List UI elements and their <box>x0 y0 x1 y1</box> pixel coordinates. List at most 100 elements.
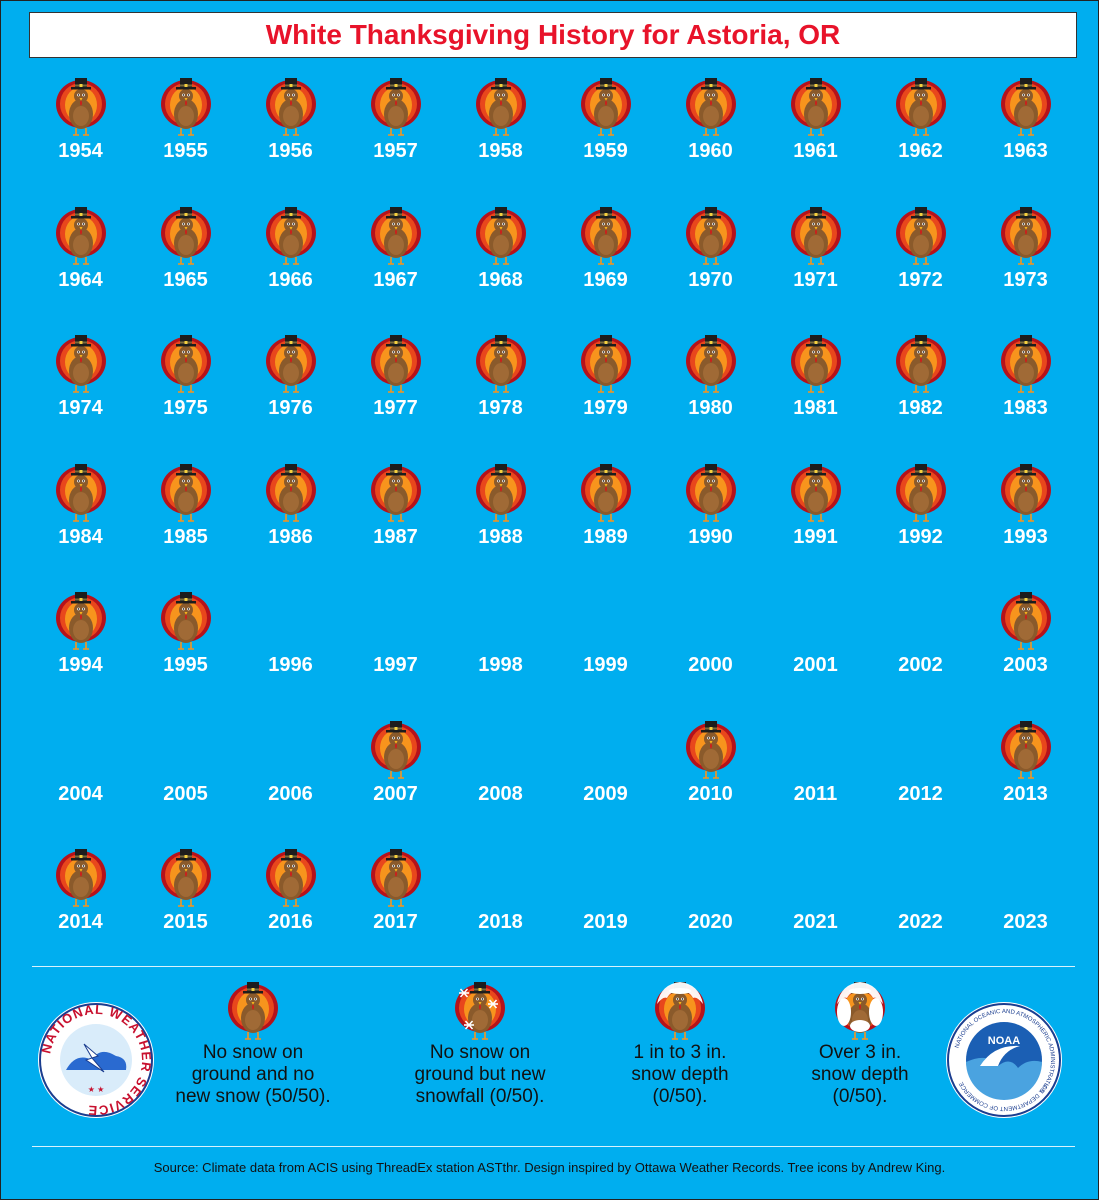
year-cell: 1977 <box>343 327 448 456</box>
year-label: 2023 <box>1003 911 1048 933</box>
turkey-icon <box>896 206 946 265</box>
year-cell: 1968 <box>448 199 553 328</box>
turkey-icon <box>161 335 211 393</box>
turkey-icon <box>791 78 841 136</box>
year-label: 2011 <box>793 782 838 805</box>
turkey-icon <box>266 335 316 393</box>
year-cell: 1971 <box>763 199 868 328</box>
year-label: 1979 <box>583 397 628 419</box>
year-cell: 1991 <box>763 456 868 585</box>
year-cell: 2017 <box>343 841 448 970</box>
year-label: 1954 <box>58 140 103 162</box>
turkey-icon <box>371 206 421 265</box>
year-cell: 1980 <box>658 327 763 456</box>
year-cell: 2014 <box>28 841 133 970</box>
year-cell: 1993 <box>973 456 1078 585</box>
year-label: 2020 <box>688 911 733 933</box>
legend-one-to-three-line1: 1 in to 3 in. <box>633 1042 727 1063</box>
year-cell: 2022 <box>868 841 973 970</box>
year-label: 1998 <box>478 654 523 676</box>
year-cell: 2007 <box>343 713 448 842</box>
year-label: 2021 <box>793 911 838 933</box>
legend-new-snowfall-line1: No snow on <box>429 1042 531 1063</box>
year-label: 1974 <box>58 397 103 419</box>
legend-new-snowfall: No snow on ground but new snowfall (0/50… <box>385 978 575 1108</box>
year-cell: 1986 <box>238 456 343 585</box>
year-cell: 1978 <box>448 327 553 456</box>
turkey-icon <box>896 335 946 393</box>
year-label: 1973 <box>1003 268 1048 291</box>
year-label: 1981 <box>793 397 838 419</box>
year-cell: 1957 <box>343 70 448 199</box>
turkey-icon <box>686 206 736 265</box>
year-cell: 1956 <box>238 70 343 199</box>
year-cell: 2018 <box>448 841 553 970</box>
legend-no-snow-line2: ground and no <box>191 1064 315 1085</box>
year-cell: 2011 <box>763 713 868 842</box>
year-label: 1988 <box>478 525 523 548</box>
year-cell: 1955 <box>133 70 238 199</box>
turkey-icon <box>791 335 841 393</box>
year-label: 2015 <box>163 911 208 933</box>
year-cell: 1981 <box>763 327 868 456</box>
svg-text:★ ★: ★ ★ <box>88 1085 105 1094</box>
year-label: 1985 <box>163 525 208 548</box>
year-label: 1959 <box>583 140 628 162</box>
turkey-icon <box>161 78 211 136</box>
year-cell: 2023 <box>973 841 1078 970</box>
year-cell: 1962 <box>868 70 973 199</box>
year-cell: 1985 <box>133 456 238 585</box>
legend-one-to-three-line2: snow depth <box>631 1064 729 1085</box>
legend-over-three: Over 3 in. snow depth (0/50). <box>770 978 950 1108</box>
year-cell: 1996 <box>238 584 343 713</box>
legend-over-three-line1: Over 3 in. <box>818 1042 902 1063</box>
turkey-icon <box>686 78 736 136</box>
turkey-icon <box>56 206 106 265</box>
turkey-icon <box>266 78 316 136</box>
year-label: 1963 <box>1003 140 1048 162</box>
year-cell: 1974 <box>28 327 133 456</box>
year-label: 1995 <box>163 654 208 676</box>
year-cell: 1964 <box>28 199 133 328</box>
year-cell: 2003 <box>973 584 1078 713</box>
year-label: 1957 <box>373 140 418 162</box>
year-cell: 2000 <box>658 584 763 713</box>
nws-logo-icon: NATIONAL WEATHER SERVICE ★ ★ <box>36 1000 156 1125</box>
year-label: 2013 <box>1003 782 1048 805</box>
year-label: 1987 <box>373 525 418 548</box>
turkey-icon <box>476 335 526 393</box>
turkey-icon <box>161 463 211 522</box>
turkey-icon <box>371 78 421 136</box>
year-label: 2008 <box>478 782 523 805</box>
turkey-icon <box>686 463 736 522</box>
turkey-snowflakes-icon <box>455 982 505 1040</box>
year-label: 1982 <box>898 397 943 419</box>
year-cell: 2010 <box>658 713 763 842</box>
year-label: 2002 <box>898 654 943 676</box>
legend-one-to-three-line3: (0/50). <box>652 1086 708 1107</box>
turkey-icon <box>56 78 106 136</box>
year-cell: 1975 <box>133 327 238 456</box>
year-cell: 1969 <box>553 199 658 328</box>
year-label: 1962 <box>898 140 943 162</box>
year-cell: 1973 <box>973 199 1078 328</box>
turkey-icon <box>371 335 421 393</box>
year-cell: 1965 <box>133 199 238 328</box>
year-label: 1965 <box>163 268 208 291</box>
legend-no-snow: No snow on ground and no new snow (50/50… <box>158 978 348 1108</box>
year-label: 1976 <box>268 397 313 419</box>
turkey-icon <box>1001 206 1051 265</box>
turkey-icon <box>581 463 631 522</box>
turkey-icon <box>686 720 736 779</box>
year-label: 1958 <box>478 140 523 162</box>
year-cell: 1992 <box>868 456 973 585</box>
year-label: 2022 <box>898 911 943 933</box>
turkey-icon <box>476 463 526 522</box>
turkey-icon <box>791 206 841 265</box>
year-label: 2007 <box>373 782 418 805</box>
divider-top <box>32 966 1075 967</box>
page-title: White Thanksgiving History for Astoria, … <box>29 12 1077 58</box>
year-label: 2009 <box>583 782 628 805</box>
turkey-icon <box>266 206 316 265</box>
turkey-icon <box>56 335 106 393</box>
